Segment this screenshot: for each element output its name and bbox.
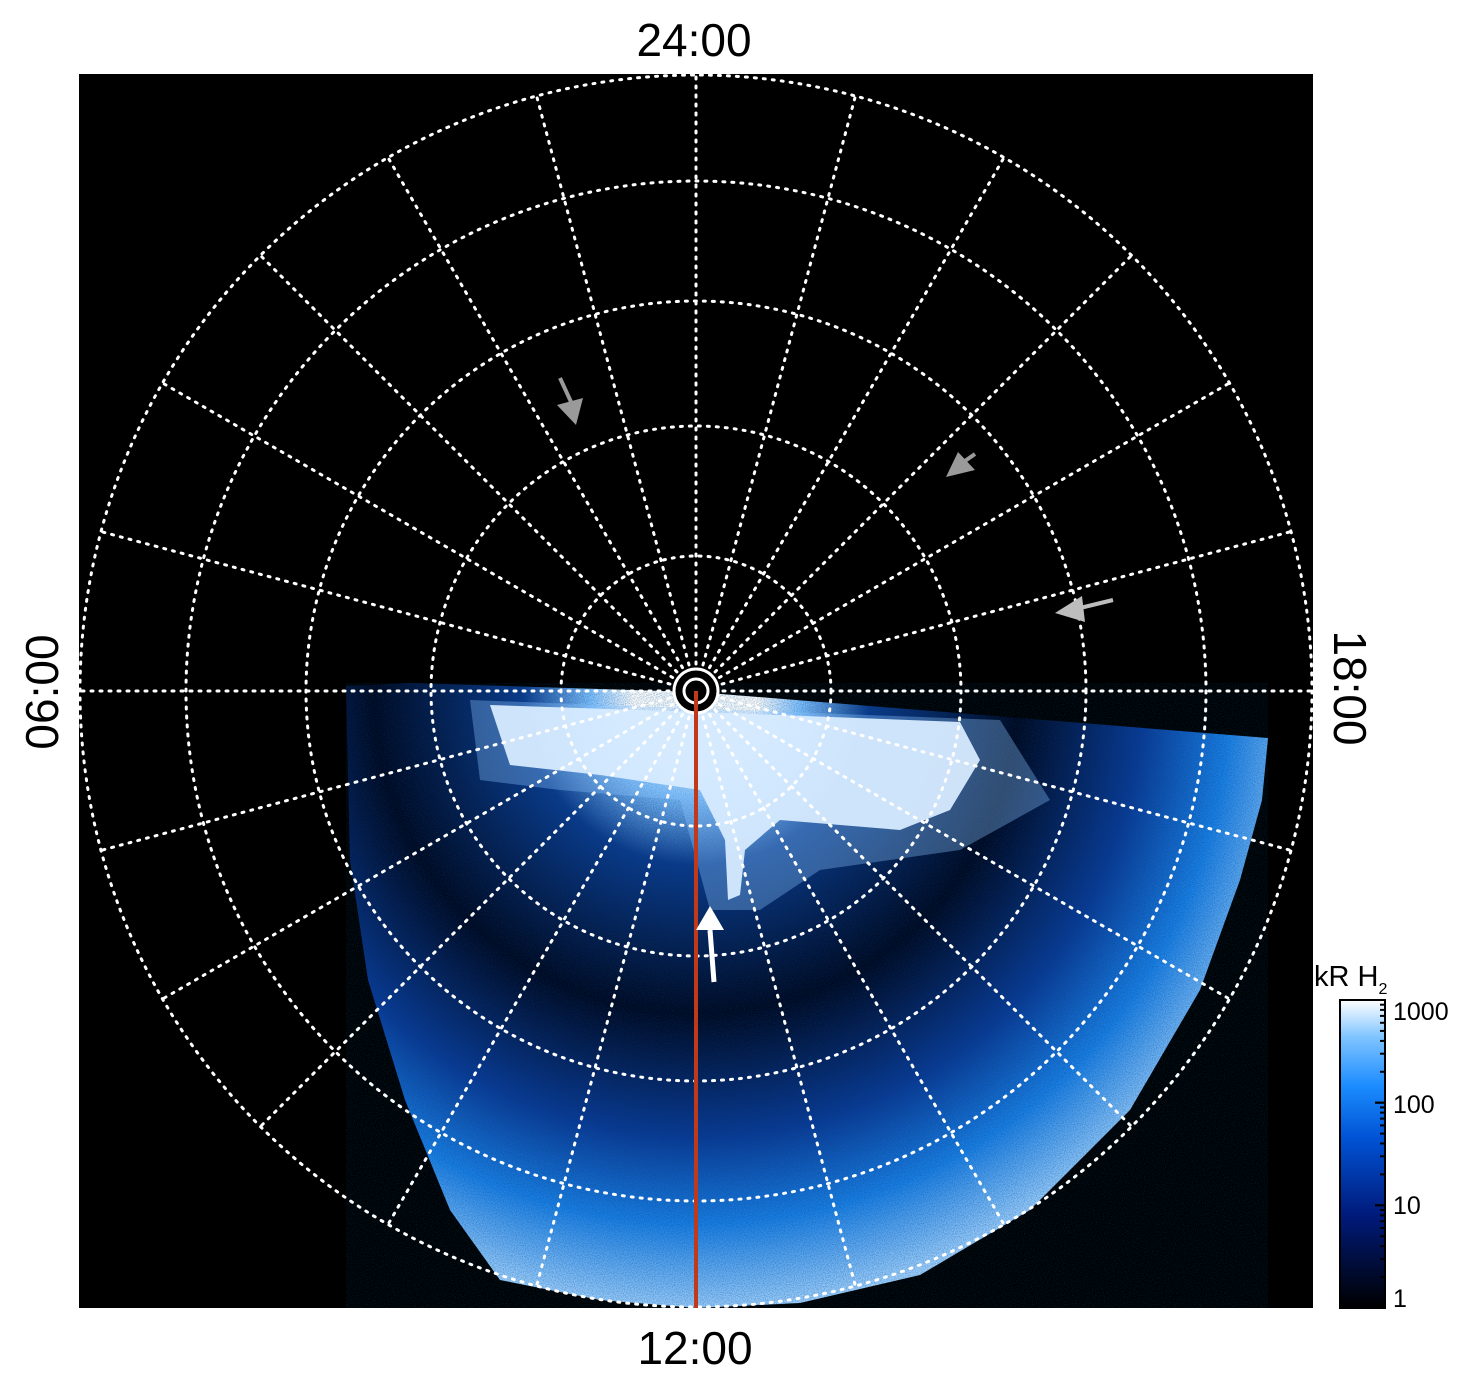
local-time-label-top: 24:00 [636,14,751,66]
gray-arrow-icon [1055,596,1114,622]
meridian-line [386,156,698,693]
colorbar-gradient [1339,999,1386,1309]
colorbar-tick-label: 100 [1393,1091,1435,1119]
aurora-emission-image [346,683,1268,1308]
meridian-line [99,530,698,693]
meridian-line [535,689,698,1288]
colorbar-tick-label: 10 [1393,1192,1421,1220]
meridian-line [694,689,1006,1226]
auroral-halo [470,700,1050,910]
colorbar-unit-label: kR H2 [1314,961,1387,998]
meridian-line [161,689,698,1001]
meridian-line [694,689,1293,852]
meridian-line [161,381,698,693]
meridian-line [694,689,857,1288]
annotation-arrows [557,377,1114,983]
meridian-line [99,689,698,852]
meridian-line [258,253,698,693]
image-noise-texture [346,683,1268,1308]
meridian-line [694,689,1134,1129]
white-arrow-icon [696,906,724,983]
meridian-line [694,253,1134,693]
local-time-label-bottom: 12:00 [637,1322,752,1374]
colorbar-tick-label: 1000 [1393,998,1449,1026]
meridian-line [258,689,698,1129]
meridian-line [386,689,698,1226]
meridian-line [694,530,1293,693]
gray-arrow-icon [946,452,977,477]
meridian-line [694,94,857,693]
meridian-line [694,156,1006,693]
meridian-line [694,689,1231,1001]
meridian-line [694,381,1231,693]
meridian-line [535,94,698,693]
gray-arrow-icon [557,377,583,425]
bright-auroral-emission [490,705,980,900]
local-time-label-right: 18:00 [1324,630,1376,745]
latitude-circle [79,74,1313,1308]
colorbar: kR H2 1000 100 10 1 [1314,961,1449,1313]
local-time-label-left: 06:00 [16,634,68,749]
colorbar-ticks [1375,999,1385,1309]
colorbar-tick-label: 1 [1393,1285,1407,1313]
